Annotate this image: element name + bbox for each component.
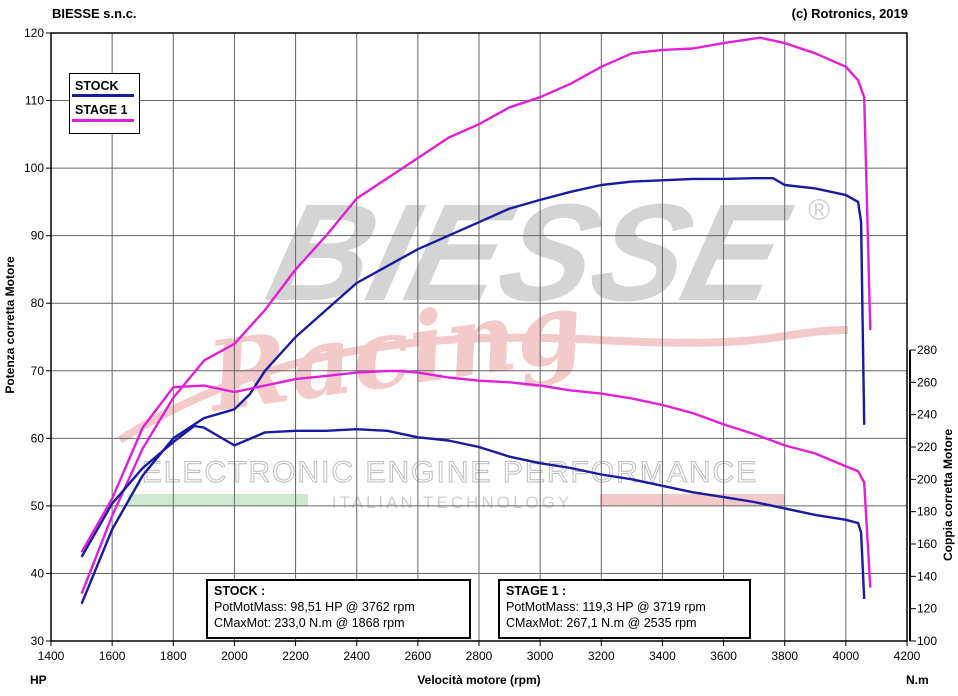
x-unit-right: N.m xyxy=(906,673,929,687)
x-tick-label: 3400 xyxy=(649,649,676,663)
series-line-stage1-torque xyxy=(80,369,872,588)
legend-swatch-stock xyxy=(72,94,134,97)
stage1-summary-torque: CMaxMot: 267,1 N.m @ 2535 rpm xyxy=(506,616,697,630)
x-tick-label: 4200 xyxy=(894,649,921,663)
curves xyxy=(80,36,872,605)
watermark-bar-red xyxy=(600,494,785,506)
watermark-bar-green xyxy=(128,494,308,506)
legend-label-stage1: STAGE 1 xyxy=(75,103,128,117)
y-right-tick-label: 220 xyxy=(917,440,937,454)
stage1-summary-box: STAGE 1 : PotMotMass: 119,3 HP @ 3719 rp… xyxy=(498,579,751,639)
watermark-line2: ITALIAN TECHNOLOGY xyxy=(332,493,572,512)
y-right-tick-label: 140 xyxy=(917,569,937,583)
x-axis-label: Velocità motore (rpm) xyxy=(417,673,540,687)
x-tick-label: 2400 xyxy=(343,649,370,663)
x-tick-label: 1800 xyxy=(160,649,187,663)
y-left-tick-label: 120 xyxy=(24,26,44,40)
x-tick-label: 3600 xyxy=(710,649,737,663)
watermark-swoosh xyxy=(117,326,849,444)
x-tick-label: 1600 xyxy=(99,649,126,663)
x-tick-label: 4000 xyxy=(833,649,860,663)
x-tick-label: 2600 xyxy=(405,649,432,663)
y-right-tick-label: 240 xyxy=(917,408,937,422)
stock-summary-box: STOCK : PotMotMass: 98,51 HP @ 3762 rpm … xyxy=(206,579,471,639)
x-tick-label: 1400 xyxy=(38,649,65,663)
series-line-stage1-power xyxy=(80,36,872,595)
stage1-summary-title: STAGE 1 : xyxy=(506,584,567,598)
y-right-axis-label: Coppia corretta Motore xyxy=(941,429,955,561)
x-unit-left: HP xyxy=(30,673,47,687)
y-right-tick-label: 180 xyxy=(917,505,937,519)
watermark-brand: BIESSE xyxy=(255,175,803,330)
header-copyright: (c) Rotronics, 2019 xyxy=(791,6,908,21)
stock-summary-power: PotMotMass: 98,51 HP @ 3762 rpm xyxy=(214,600,415,614)
series-line-stock-torque xyxy=(80,424,866,600)
y-left-tick-label: 40 xyxy=(31,566,45,580)
x-tick-label: 2200 xyxy=(282,649,309,663)
y-left-tick-label: 100 xyxy=(24,161,44,175)
y-left-axis-label: Potenza corretta Motore xyxy=(3,256,17,394)
x-tick-label: 3800 xyxy=(771,649,798,663)
y-right-tick-label: 120 xyxy=(917,602,937,616)
y-left-tick-label: 30 xyxy=(31,634,45,648)
y-left-tick-label: 60 xyxy=(31,431,45,445)
y-left-tick-label: 70 xyxy=(31,364,45,378)
y-left-tick-label: 80 xyxy=(31,296,45,310)
stage1-summary-power: PotMotMass: 119,3 HP @ 3719 rpm xyxy=(506,600,706,614)
header-company: BIESSE s.n.c. xyxy=(52,6,137,21)
y-right-tick-label: 100 xyxy=(917,634,937,648)
watermark-registered: ® xyxy=(808,194,830,227)
legend-swatch-stage1 xyxy=(72,119,134,122)
x-tick-label: 2000 xyxy=(221,649,248,663)
y-right-tick-label: 260 xyxy=(917,375,937,389)
stock-summary-torque: CMaxMot: 233,0 N.m @ 1868 rpm xyxy=(214,616,405,630)
x-tick-label: 3200 xyxy=(588,649,615,663)
y-left-tick-label: 110 xyxy=(25,94,44,108)
y-left-tick-label: 90 xyxy=(31,229,45,243)
y-right-tick-label: 200 xyxy=(917,472,937,486)
y-right-tick-label: 280 xyxy=(917,343,937,357)
legend: STOCK STAGE 1 xyxy=(69,73,140,134)
legend-label-stock: STOCK xyxy=(75,79,119,93)
stock-summary-title: STOCK : xyxy=(214,584,266,598)
x-tick-label: 3000 xyxy=(527,649,554,663)
x-tick-label: 2800 xyxy=(466,649,493,663)
axes: 1400 1600 1800 2000 2200 2400 2600 2800 3000 3200… xyxy=(24,26,937,663)
y-right-tick-label: 160 xyxy=(917,537,937,551)
y-left-tick-label: 50 xyxy=(31,499,45,513)
series-line-stock-power xyxy=(80,176,866,605)
